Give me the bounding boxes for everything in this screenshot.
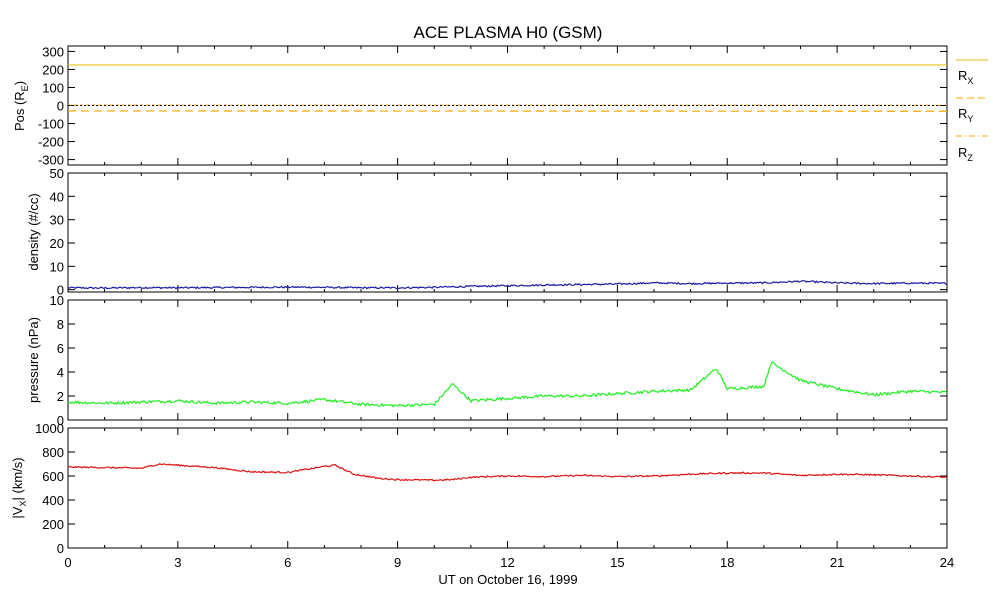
pos-y-tick-label: -200 (38, 135, 64, 150)
velocity-panel-frame (67, 427, 948, 549)
x-tick-label: 15 (610, 555, 624, 570)
x-tick-label: 21 (830, 555, 844, 570)
pressure-y-tick-label: 8 (57, 317, 64, 332)
pos-y-tick-label: 300 (42, 44, 64, 59)
pos-y-tick-label: -100 (38, 117, 64, 132)
velocity-y-tick-label: 400 (42, 493, 64, 508)
density-axis-label: density (#/cc) (26, 193, 41, 270)
velocity-y-tick-label: 800 (42, 445, 64, 460)
series-layer (67, 64, 948, 482)
velocity-y-tick-label: 600 (42, 469, 64, 484)
density-series-line (67, 279, 947, 290)
velocity-y-tick-label: 200 (42, 517, 64, 532)
pos-y-tick-label: 100 (42, 80, 64, 95)
pressure-series-line (68, 361, 948, 408)
x-tick-label: 24 (940, 555, 954, 570)
density-y-tick-label: 40 (50, 189, 64, 204)
pressure-y-tick-label: 0 (57, 413, 64, 428)
density-y-tick-label: 30 (50, 213, 64, 228)
x-tick-label: 12 (500, 555, 514, 570)
pressure-y-tick-label: 10 (50, 293, 64, 308)
pos-y-tick-label: 200 (42, 62, 64, 77)
y-tick-labels: 3002001000-100-200-300504030201001086420… (35, 44, 64, 556)
pos-y-tick-label: -300 (38, 153, 64, 168)
density-y-tick-label: 10 (50, 259, 64, 274)
velocity-series-line (67, 463, 948, 482)
axis-ticks (67, 46, 948, 549)
density-y-tick-label: 0 (57, 283, 64, 298)
density-y-tick-label: 20 (50, 236, 64, 251)
x-tick-labels: 0 3 6 9 12 15 18 21 24 (64, 555, 954, 570)
x-tick-label: 0 (64, 555, 71, 570)
x-tick-label: 18 (720, 555, 734, 570)
pressure-axis-label: pressure (nPa) (26, 317, 41, 403)
legend-rz-label: RZ (958, 145, 973, 163)
velocity-y-tick-label: 1000 (35, 421, 64, 436)
density-y-tick-label: 50 (50, 166, 64, 181)
chart-title: ACE PLASMA H0 (GSM) (414, 23, 603, 42)
pressure-y-tick-label: 2 (57, 389, 64, 404)
x-tick-label: 3 (174, 555, 181, 570)
velocity-y-tick-label: 0 (57, 541, 64, 556)
x-axis-label: UT on October 16, 1999 (438, 572, 577, 587)
pos-y-tick-label: 0 (57, 99, 64, 114)
legend-ry-label: RY (958, 106, 973, 124)
x-tick-label: 6 (284, 555, 291, 570)
pressure-y-tick-label: 4 (57, 365, 64, 380)
x-tick-label: 9 (394, 555, 401, 570)
density-panel-frame (67, 172, 948, 293)
velocity-axis-label: |VX| (km/s) (10, 457, 28, 518)
pos-axis-label: Pos (RE) (12, 81, 30, 131)
pressure-y-tick-label: 6 (57, 341, 64, 356)
legend-rx-label: RX (958, 68, 973, 86)
